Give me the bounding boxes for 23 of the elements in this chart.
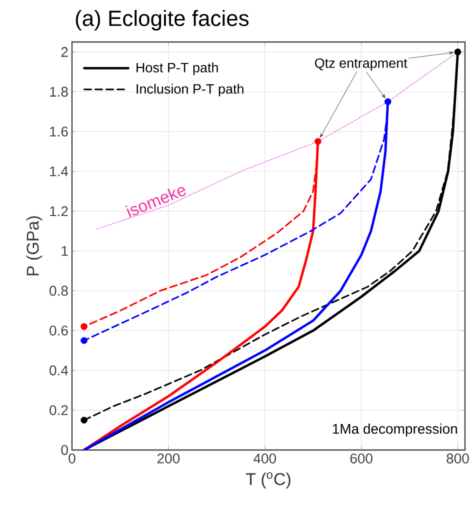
y-axis-title: P (GPa): [26, 216, 42, 276]
annotation: 1Ma decompression: [332, 424, 457, 437]
y-tick-label: 1: [62, 246, 68, 256]
y-tick-label: 1.6: [50, 126, 68, 137]
annotation: Qtz entrapment: [314, 58, 408, 71]
x-tick-label: 400: [254, 454, 276, 464]
y-tick-label: 2: [61, 47, 68, 57]
x-tick-label: 800: [446, 454, 469, 464]
x-tick-label: 200: [157, 454, 180, 464]
y-tick-label: 0.8: [50, 286, 68, 296]
y-tick-label: 1.4: [50, 166, 68, 176]
y-tick-label: 1.8: [50, 86, 68, 97]
legend-label: Inclusion P-T path: [136, 84, 244, 96]
x-axis-title: T ($^{o}$C): [246, 472, 290, 488]
legend-label: Host P-T path: [136, 62, 218, 76]
chart-title: (a) Eclogite facies: [76, 10, 249, 30]
x-tick-label: 600: [350, 454, 372, 464]
y-tick-label: 0.2: [50, 405, 68, 416]
x-tick-label: 0: [68, 454, 76, 464]
y-tick-label: 0: [61, 445, 68, 455]
y-tick-label: 0.6: [50, 326, 68, 336]
y-tick-label: 0.4: [50, 365, 68, 376]
y-tick-label: 1.2: [50, 206, 68, 216]
